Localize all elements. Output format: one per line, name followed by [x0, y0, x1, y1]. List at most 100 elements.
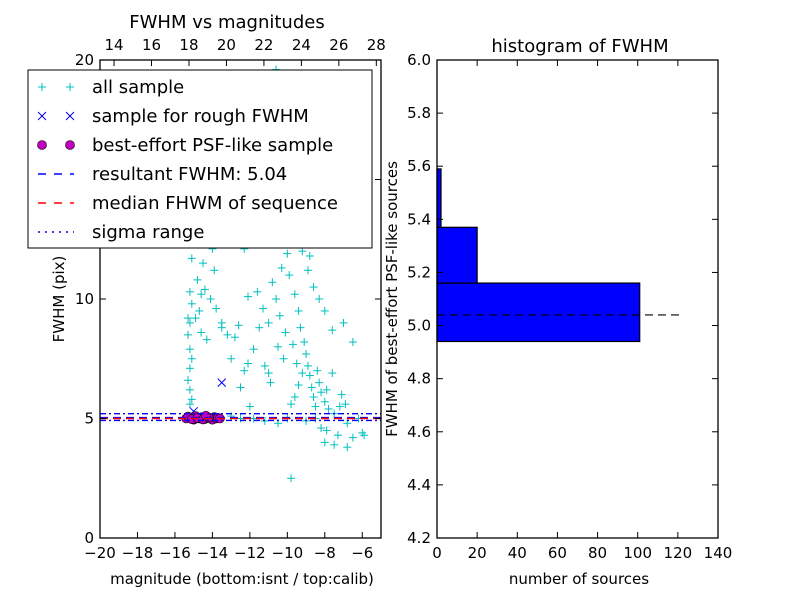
- point-plus: [255, 323, 264, 332]
- point-plus: [199, 259, 208, 268]
- point-plus: [245, 402, 254, 411]
- point-plus: [305, 371, 314, 380]
- x-tick-label: −20: [84, 544, 116, 562]
- histogram-frame: [436, 59, 719, 539]
- point-plus: [294, 306, 303, 315]
- point-plus: [185, 364, 194, 373]
- point-plus: [300, 338, 309, 347]
- point-plus: [191, 314, 200, 323]
- point-plus: [240, 366, 249, 375]
- point-plus: [212, 304, 221, 313]
- point-plus: [206, 295, 215, 303]
- point-plus: [324, 404, 333, 413]
- point-plus: [337, 390, 346, 399]
- point-plus: [185, 385, 194, 394]
- point-plus: [309, 283, 318, 292]
- histogram-bar: [436, 282, 641, 343]
- point-plus: [292, 359, 301, 368]
- point-plus: [253, 287, 262, 296]
- legend-entry: best-effort PSF-like sample: [37, 135, 333, 156]
- point-plus: [217, 318, 226, 327]
- histogram-y-axis: 4.2 4.4 4.6 4.8 5.0 5.2 5.4 5.6 5.8 6.0: [407, 51, 718, 547]
- point-plus: [307, 383, 316, 392]
- histogram-panel: 0 20 40 60 80 100 120 140 4.2 4.4 4.6 4.8 5.0 5.2 5.4…: [383, 36, 732, 588]
- top-x-tick-label: 16: [142, 36, 161, 54]
- hist-x-tick-label: 20: [468, 544, 487, 562]
- legend: all sample sample for rough FWHM best-effo…: [27, 69, 373, 249]
- y-tick-label: 20: [75, 51, 94, 69]
- point-plus: [197, 290, 206, 299]
- point-plus: [317, 424, 326, 433]
- hist-y-tick-label: 5.0: [407, 317, 431, 335]
- point-plus: [320, 306, 329, 315]
- top-x-tick-label: 24: [292, 36, 311, 54]
- top-x-tick-label: 26: [329, 36, 348, 54]
- point-plus: [185, 318, 194, 327]
- point-plus: [223, 330, 232, 339]
- point-cross: [217, 378, 227, 388]
- point-plus: [330, 440, 339, 449]
- legend-circle-icon: [65, 140, 75, 150]
- legend-entry: all sample: [38, 77, 184, 98]
- point-plus: [197, 328, 206, 337]
- point-plus: [290, 392, 299, 401]
- point-plus: [296, 323, 305, 332]
- hist-y-tick-label: 5.6: [407, 157, 431, 175]
- scatter-bottom-axis: −20 −18 −16 −14 −12 −10 −8 −6: [84, 532, 373, 562]
- point-plus: [202, 335, 211, 344]
- point-plus: [290, 290, 299, 299]
- point-plus: [185, 400, 194, 409]
- point-plus: [302, 349, 311, 358]
- point-plus: [305, 251, 314, 260]
- hist-x-tick-label: 60: [548, 544, 567, 562]
- hist-x-tick-label: 120: [664, 544, 693, 562]
- point-plus: [279, 354, 288, 363]
- point-plus: [184, 376, 193, 385]
- point-plus: [315, 378, 324, 387]
- hist-y-tick-label: 6.0: [407, 51, 431, 69]
- point-plus: [184, 330, 193, 339]
- scatter-top-axis: 14 16 18 20 22 24 26 28: [105, 36, 386, 66]
- point-plus: [322, 385, 331, 394]
- point-plus: [268, 278, 277, 287]
- point-plus: [258, 304, 267, 313]
- point-plus: [320, 438, 329, 447]
- x-tick-label: −14: [197, 544, 229, 562]
- legend-circle-icon: [37, 140, 47, 150]
- top-x-tick-label: 28: [367, 36, 386, 54]
- hist-x-tick-label: 40: [508, 544, 527, 562]
- legend-label: median FHWM of sequence: [92, 193, 338, 214]
- point-plus: [288, 340, 297, 349]
- point-plus: [313, 366, 322, 375]
- point-plus: [320, 397, 329, 406]
- point-plus: [315, 295, 324, 303]
- point-plus: [236, 383, 245, 392]
- hist-y-tick-label: 5.8: [407, 104, 431, 122]
- point-plus: [264, 369, 273, 378]
- point-plus: [184, 314, 193, 323]
- point-plus: [348, 433, 357, 442]
- legend-label: all sample: [92, 77, 184, 98]
- point-plus: [227, 354, 236, 363]
- point-plus: [348, 338, 357, 347]
- point-plus: [333, 431, 342, 440]
- legend-label: resultant FWHM: 5.04: [92, 164, 287, 185]
- legend-box: [27, 69, 373, 249]
- histogram-y-label: FWHM of best-effort PSF-like sources: [383, 161, 401, 437]
- histogram-bars: [436, 168, 641, 343]
- point-plus: [277, 263, 286, 272]
- point-plus: [287, 400, 296, 409]
- point-plus: [200, 285, 209, 294]
- point-plus: [195, 306, 204, 315]
- point-plus: [309, 392, 318, 401]
- point-plus: [187, 395, 196, 404]
- point-plus: [243, 359, 252, 368]
- x-tick-label: −12: [234, 544, 266, 562]
- point-plus: [343, 443, 352, 452]
- point-plus: [298, 369, 307, 378]
- legend-entry: resultant FWHM: 5.04: [38, 164, 287, 185]
- point-plus: [187, 299, 196, 308]
- point-plus: [311, 402, 320, 411]
- hist-x-tick-label: 80: [588, 544, 607, 562]
- hist-y-tick-label: 4.8: [407, 370, 431, 388]
